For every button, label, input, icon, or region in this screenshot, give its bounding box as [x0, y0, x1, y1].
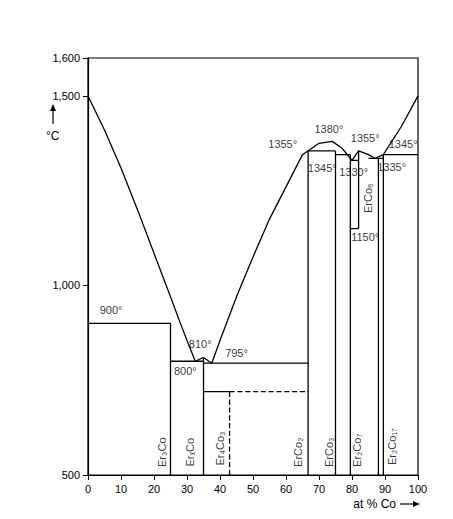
svg-text:1355°: 1355° — [351, 132, 380, 144]
svg-text:795°: 795° — [225, 347, 248, 359]
svg-text:ErCo₃: ErCo₃ — [323, 437, 335, 467]
svg-text:1,500: 1,500 — [52, 90, 80, 102]
svg-text:100: 100 — [409, 483, 427, 495]
svg-text:1335°: 1335° — [377, 161, 406, 173]
svg-text:Er₃Co: Er₃Co — [156, 437, 168, 467]
svg-text:1150°: 1150° — [351, 231, 379, 243]
svg-text:90: 90 — [379, 483, 391, 495]
svg-text:ErCo₂: ErCo₂ — [292, 438, 304, 467]
svg-text:30: 30 — [181, 483, 193, 495]
svg-text:20: 20 — [148, 483, 160, 495]
svg-text:Er₄Co₃: Er₄Co₃ — [214, 431, 226, 465]
svg-text:500: 500 — [62, 469, 80, 481]
svg-text:ErₓCo: ErₓCo — [184, 438, 196, 467]
svg-text:900°: 900° — [100, 304, 123, 316]
svg-text:1380°: 1380° — [314, 123, 343, 135]
svg-text:1,000: 1,000 — [52, 279, 80, 291]
svg-text:0: 0 — [85, 483, 91, 495]
svg-text:70: 70 — [313, 483, 325, 495]
svg-text:50: 50 — [247, 483, 259, 495]
svg-text:810°: 810° — [189, 338, 212, 350]
svg-text:Er₂Co₇: Er₂Co₇ — [351, 434, 363, 467]
svg-text:at % Co: at % Co — [353, 497, 396, 511]
svg-text:1345°: 1345° — [308, 162, 337, 174]
svg-text:1355°: 1355° — [268, 138, 297, 150]
svg-text:800°: 800° — [174, 365, 197, 377]
svg-text:40: 40 — [214, 483, 226, 495]
svg-text:1345°: 1345° — [389, 138, 418, 150]
svg-text:ErCo₆: ErCo₆ — [362, 184, 374, 214]
svg-text:10: 10 — [115, 483, 127, 495]
svg-text:1,600: 1,600 — [52, 52, 80, 64]
svg-text:Er₂Co₁₇: Er₂Co₁₇ — [386, 428, 398, 465]
svg-text:80: 80 — [346, 483, 358, 495]
svg-text:°C: °C — [46, 129, 60, 143]
svg-text:1330°: 1330° — [339, 166, 368, 178]
svg-text:60: 60 — [280, 483, 292, 495]
